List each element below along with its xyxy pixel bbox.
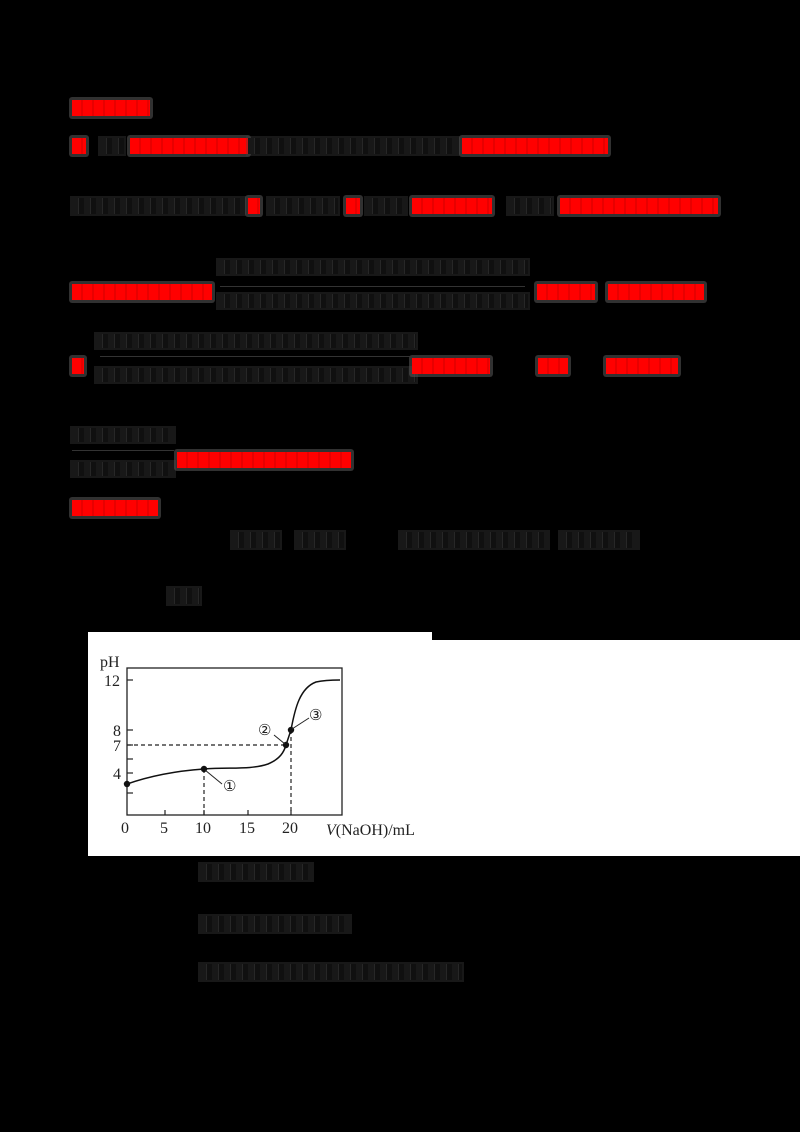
- text-run: [248, 138, 458, 154]
- titration-curve: [126, 679, 341, 785]
- fraction-numerator: [72, 428, 174, 442]
- text-run: [200, 864, 312, 880]
- x-ticks: [164, 810, 292, 815]
- fraction-numerator: [218, 260, 528, 274]
- text-run: [560, 532, 638, 548]
- fraction-bar: [72, 450, 174, 451]
- titration-chart: pH 12 8 7 4 0 5 10 15 20 V(NaOH)/mL ① ② …: [100, 654, 415, 839]
- fraction-numerator: [96, 334, 416, 348]
- highlighted-text: [130, 138, 248, 154]
- highlighted-text: [412, 198, 492, 214]
- y-tick-label: 8: [113, 723, 121, 740]
- y-tick-label: 7: [113, 738, 121, 755]
- figure-background: [88, 640, 800, 856]
- y-ticks: [127, 679, 133, 794]
- highlighted-text: [72, 500, 158, 516]
- highlighted-text: [72, 138, 86, 154]
- text-run: [72, 198, 244, 214]
- highlighted-text: [412, 358, 490, 374]
- x-tick-label: 5: [160, 820, 168, 837]
- point-label-2: ②: [258, 723, 271, 739]
- plot-frame: [126, 667, 343, 816]
- fraction-bar: [220, 286, 525, 287]
- point-label-1: ①: [223, 779, 236, 795]
- text-run: [232, 532, 280, 548]
- highlighted-text: [606, 358, 678, 374]
- highlighted-text: [608, 284, 704, 300]
- highlighted-text: [72, 100, 150, 116]
- text-run: [268, 198, 338, 214]
- reference-lines: [127, 730, 292, 815]
- text-run: [168, 588, 200, 604]
- highlighted-text: [537, 284, 595, 300]
- x-tick-label: 0: [121, 820, 129, 837]
- highlighted-text: [462, 138, 608, 154]
- fraction-denominator: [72, 462, 174, 476]
- figure-background-tab: [88, 632, 432, 642]
- text-run: [200, 964, 462, 980]
- x-tick-label: 20: [282, 820, 298, 837]
- text-run: [200, 916, 350, 932]
- highlighted-text: [560, 198, 718, 214]
- highlighted-text: [538, 358, 568, 374]
- y-axis-label: pH: [100, 654, 120, 671]
- x-axis-label: V(NaOH)/mL: [326, 822, 415, 839]
- fraction-bar: [100, 356, 410, 357]
- x-tick-label: 15: [239, 820, 255, 837]
- leader-lines: [204, 717, 310, 785]
- fraction-denominator: [96, 368, 416, 382]
- text-run: [508, 198, 552, 214]
- highlighted-text: [346, 198, 360, 214]
- text-run: [366, 198, 406, 214]
- y-tick-label: 12: [104, 673, 120, 690]
- text-run: [100, 138, 124, 154]
- y-tick-label: 4: [113, 766, 121, 783]
- x-tick-label: 10: [195, 820, 211, 837]
- highlighted-text: [72, 358, 84, 374]
- text-run: [296, 532, 344, 548]
- highlighted-text: [177, 452, 351, 468]
- highlighted-text: [248, 198, 260, 214]
- text-run: [400, 532, 548, 548]
- point-label-3: ③: [309, 708, 322, 724]
- fraction-denominator: [218, 294, 528, 308]
- highlighted-text: [72, 284, 212, 300]
